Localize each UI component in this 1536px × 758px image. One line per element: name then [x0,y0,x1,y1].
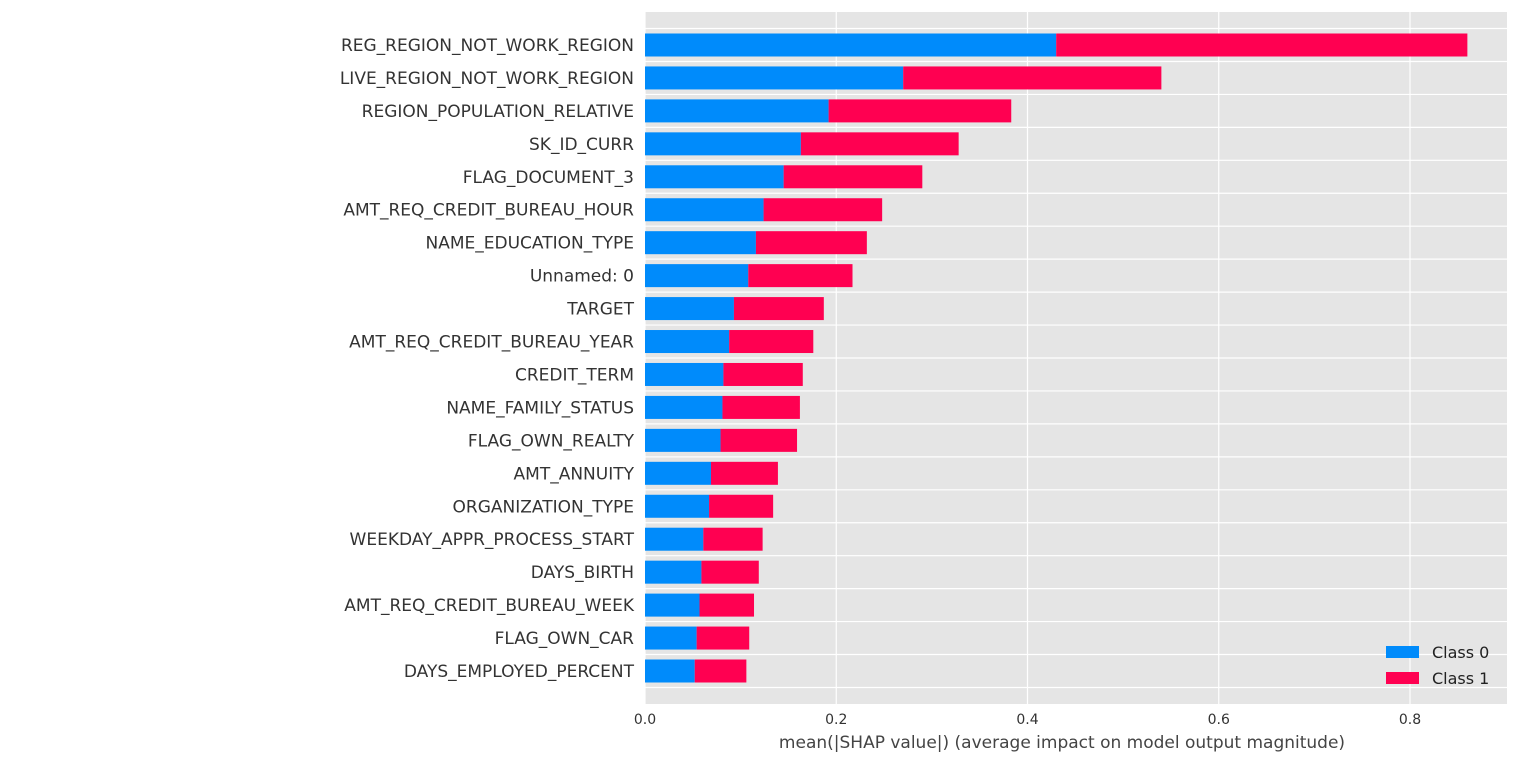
bar-class-1 [694,659,747,683]
category-label: AMT_REQ_CREDIT_BUREAU_HOUR [343,201,634,221]
bar-class-1 [701,560,759,584]
bar-class-1 [800,132,959,156]
bar-class-1 [720,428,798,452]
bar-class-0 [645,297,734,321]
x-tick-label: 0.0 [634,712,656,728]
bar-class-0 [645,198,764,222]
category-label: NAME_FAMILY_STATUS [446,398,634,418]
bar-class-0 [645,593,700,617]
bar-class-1 [722,395,800,419]
bar-class-1 [709,494,774,518]
bar-class-1 [828,99,1012,123]
bar-class-0 [645,231,756,255]
category-label: WEEKDAY_APPR_PROCESS_START [350,530,635,550]
category-label: DAYS_BIRTH [531,563,634,583]
category-label: Unnamed: 0 [530,267,634,287]
bar-class-0 [645,494,710,518]
bar-class-1 [729,330,814,354]
x-tick-labels: 0.0 0.2 0.4 0.6 0.8 [634,712,1421,728]
bar-class-0 [645,330,730,354]
bars [645,33,1468,683]
category-label: CREDIT_TERM [515,365,634,385]
category-label: FLAG_OWN_CAR [495,629,635,649]
bar-class-0 [645,560,702,584]
category-labels: REG_REGION_NOT_WORK_REGION LIVE_REGION_NO… [340,36,635,682]
category-label: AMT_REQ_CREDIT_BUREAU_YEAR [349,333,634,353]
legend-label: Class 0 [1432,643,1489,662]
x-tick-label: 0.8 [1399,712,1421,728]
category-label: NAME_EDUCATION_TYPE [426,234,634,254]
bar-class-0 [645,33,1057,57]
category-label: REGION_POPULATION_RELATIVE [362,102,634,122]
bar-class-0 [645,395,723,419]
bar-class-1 [703,527,763,551]
x-axis-title: mean(|SHAP value|) (average impact on mo… [779,733,1345,753]
bar-class-0 [645,132,801,156]
bar-class-1 [763,198,883,222]
bar-class-1 [696,626,750,650]
category-label: LIVE_REGION_NOT_WORK_REGION [340,69,634,89]
bar-class-0 [645,362,724,386]
bar-class-1 [723,362,803,386]
category-label: ORGANIZATION_TYPE [453,497,634,517]
x-tick-label: 0.2 [825,712,847,728]
category-label: SK_ID_CURR [529,135,634,155]
bar-class-0 [645,99,829,123]
legend-swatch-class-1 [1386,672,1419,684]
gridlines [644,12,1507,704]
bar-class-1 [755,231,867,255]
bar-class-1 [699,593,755,617]
x-tick-label: 0.6 [1208,712,1230,728]
category-label: AMT_REQ_CREDIT_BUREAU_WEEK [344,596,635,616]
x-tick-label: 0.4 [1016,712,1038,728]
legend-label: Class 1 [1432,669,1489,688]
category-label: REG_REGION_NOT_WORK_REGION [341,36,634,56]
legend-swatch-class-0 [1386,646,1419,658]
bar-class-0 [645,461,711,485]
category-label: FLAG_OWN_REALTY [468,431,635,451]
bar-class-0 [645,626,697,650]
bar-class-0 [645,659,695,683]
legend: Class 0 Class 1 [1386,643,1489,688]
bar-class-0 [645,165,784,189]
bar-class-1 [733,297,824,321]
bar-class-0 [645,66,904,90]
bar-class-0 [645,264,749,288]
category-label: FLAG_DOCUMENT_3 [463,168,634,188]
bar-class-0 [645,428,721,452]
category-label: DAYS_EMPLOYED_PERCENT [404,662,635,682]
bar-class-1 [710,461,778,485]
bar-class-1 [1056,33,1468,57]
category-label: TARGET [566,300,634,320]
bar-class-1 [748,264,853,288]
category-label: AMT_ANNUITY [514,464,635,484]
bar-class-0 [645,527,704,551]
bar-class-1 [783,165,923,189]
bar-class-1 [903,66,1162,90]
